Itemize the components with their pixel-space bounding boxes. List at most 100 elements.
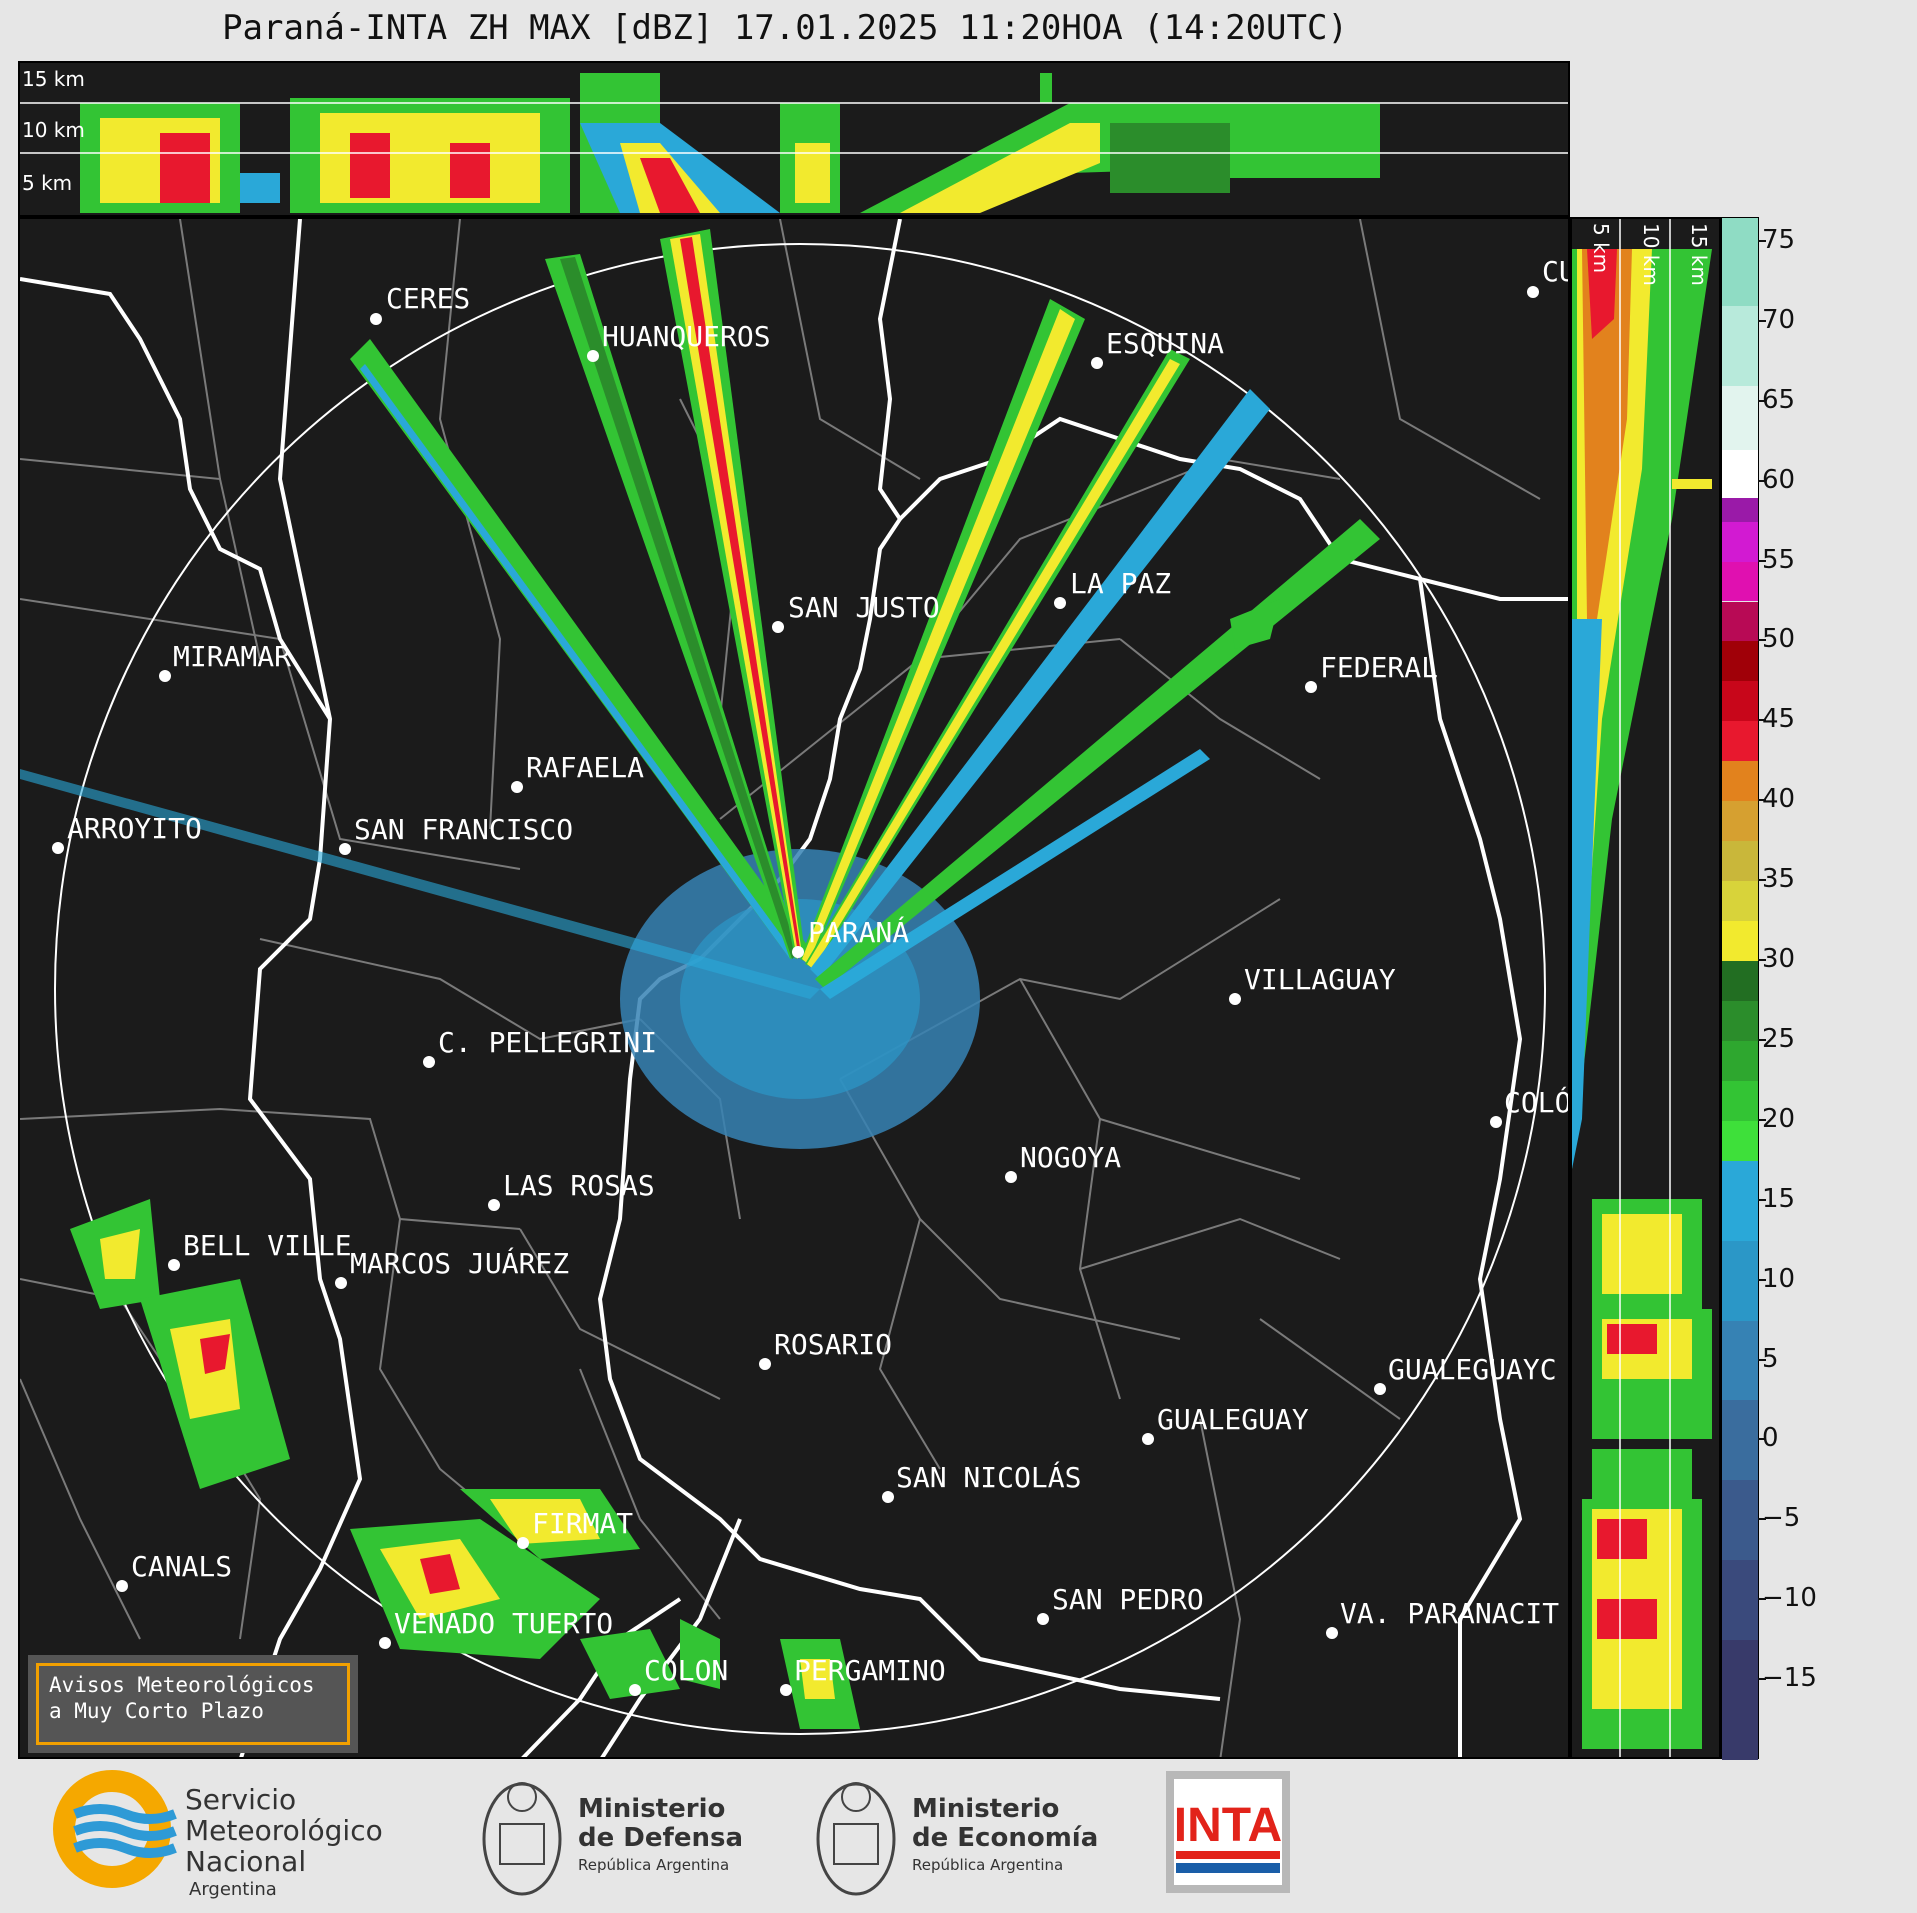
colorbar-tick-label: −5: [1757, 1503, 1801, 1534]
inta-text: INTA: [1174, 1799, 1282, 1852]
colorbar-tick-label: −10: [1758, 1583, 1817, 1614]
warning-line-2: a Muy Corto Plazo: [49, 1699, 264, 1723]
range-ring: [54, 243, 1546, 1735]
colorbar-band: [1722, 305, 1758, 386]
colorbar-tick-label: 60: [1757, 464, 1796, 495]
colorbar-band: [1722, 601, 1758, 642]
colorbar-band: [1722, 641, 1758, 682]
colorbar-band: [1722, 681, 1758, 722]
colorbar: [1721, 217, 1759, 1760]
city-canals: CANALS: [131, 1550, 232, 1583]
colorbar-band: [1722, 1400, 1758, 1481]
warning-line-1: Avisos Meteorológicos: [49, 1673, 315, 1697]
city-san-justo: SAN JUSTO: [788, 591, 940, 624]
colorbar-tick-label: 70: [1757, 304, 1796, 335]
economia-line-1: Ministerio: [912, 1794, 1059, 1824]
city-ceres: CERES: [386, 282, 470, 315]
defensa-logo: Ministerio de Defensa República Argentin…: [482, 1782, 743, 1896]
economia-line-2: de Economía: [912, 1823, 1098, 1853]
city-rafaela: RAFAELA: [526, 751, 644, 784]
colorbar-tick-label: 55: [1757, 544, 1796, 575]
footer-svg: Servicio Meteorológico Nacional Argentin…: [53, 1770, 1290, 1900]
colorbar-band: [1722, 1240, 1758, 1321]
city-las-rosas: LAS ROSAS: [503, 1169, 655, 1202]
colorbar-tick-label: 65: [1757, 384, 1796, 415]
city-bell-ville: BELL VILLE: [183, 1229, 352, 1262]
city-nogoya: NOGOYA: [1020, 1141, 1121, 1174]
radar-map[interactable]: CERES HUANQUEROS ESQUINA CU SAN JUSTO LA…: [18, 217, 1570, 1759]
colorbar-band: [1722, 497, 1758, 522]
radar-echoes: [20, 229, 1380, 1729]
colorbar-tick-label: 45: [1757, 704, 1796, 735]
colorbar-band: [1722, 881, 1758, 922]
colorbar-band: [1722, 721, 1758, 762]
right-alt-label-10: 10 km: [1639, 223, 1663, 286]
colorbar-band: [1722, 1040, 1758, 1081]
economia-logo: Ministerio de Economía República Argenti…: [816, 1782, 1098, 1896]
top-alt-label-5: 5 km: [22, 171, 72, 195]
colorbar-band: [1722, 1640, 1758, 1760]
city-firmat: FIRMAT: [532, 1507, 633, 1540]
right-profile-svg: 5 km 10 km 15 km: [1572, 219, 1712, 1757]
warning-box[interactable]: Avisos Meteorológicos a Muy Corto Plazo: [28, 1655, 358, 1753]
colorbar-tick-label: −15: [1758, 1663, 1817, 1694]
department-boundaries: [20, 219, 1541, 1757]
smn-logo: Servicio Meteorológico Nacional Argentin…: [53, 1770, 383, 1900]
colorbar-band: [1722, 921, 1758, 962]
smn-line-1: Servicio: [185, 1783, 296, 1816]
colorbar-band: [1722, 1080, 1758, 1121]
city-gualeguayc: GUALEGUAYC: [1388, 1353, 1557, 1386]
colorbar-tick-label: 20: [1757, 1103, 1796, 1134]
colorbar-tick-label: 35: [1757, 864, 1796, 895]
city-san-nicolas: SAN NICOLÁS: [896, 1460, 1081, 1494]
city-miramar: MIRAMAR: [173, 640, 291, 673]
city-san-pedro: SAN PEDRO: [1052, 1583, 1204, 1616]
colorbar-band: [1722, 561, 1758, 602]
colorbar-band: [1722, 1120, 1758, 1161]
city-rosario: ROSARIO: [774, 1328, 892, 1361]
city-colon: COLON: [644, 1654, 728, 1687]
right-vertical-profile: 5 km 10 km 15 km: [1570, 217, 1721, 1759]
colorbar-tick-label: 40: [1757, 784, 1796, 815]
colorbar-band: [1722, 521, 1758, 562]
colorbar-band: [1722, 761, 1758, 802]
colorbar-tick-label: 0: [1758, 1423, 1779, 1454]
colorbar-band: [1722, 801, 1758, 842]
colorbar-band: [1722, 1000, 1758, 1041]
warning-box-inner: Avisos Meteorológicos a Muy Corto Plazo: [36, 1663, 350, 1745]
colorbar-band: [1722, 449, 1758, 498]
city-huanqueros: HUANQUEROS: [602, 320, 771, 353]
inta-logo: INTA: [1166, 1771, 1290, 1893]
top-vertical-profile: 15 km 10 km 5 km: [18, 61, 1570, 217]
colorbar-tick-label: 30: [1757, 944, 1796, 975]
top-profile-svg: 15 km 10 km 5 km: [20, 67, 1568, 213]
colorbar-tick-label: 10: [1757, 1263, 1796, 1294]
colorbar-band: [1722, 1160, 1758, 1241]
city-arroyito: ARROYITO: [67, 812, 202, 845]
defensa-line-2: de Defensa: [578, 1823, 743, 1853]
city-cu: CU: [1542, 255, 1570, 288]
right-alt-label-5: 5 km: [1589, 223, 1613, 273]
colorbar-band: [1722, 385, 1758, 450]
top-alt-label-10: 10 km: [22, 118, 85, 142]
city-san-francisco: SAN FRANCISCO: [354, 813, 573, 846]
page-title: Paraná-INTA ZH MAX [dBZ] 17.01.2025 11:2…: [222, 8, 1348, 48]
city-markers: [52, 286, 1539, 1696]
city-venado-tuerto: VENADO TUERTO: [394, 1607, 613, 1640]
smn-line-3: Nacional: [185, 1845, 306, 1878]
colorbar-tick-label: 5: [1758, 1343, 1779, 1374]
smn-line-4: Argentina: [189, 1879, 277, 1900]
economia-line-3: República Argentina: [912, 1856, 1063, 1874]
radar-map-svg: CERES HUANQUEROS ESQUINA CU SAN JUSTO LA…: [20, 219, 1570, 1757]
footer-logos: Servicio Meteorológico Nacional Argentin…: [0, 1759, 1917, 1909]
city-gualeguay: GUALEGUAY: [1157, 1403, 1309, 1436]
colorbar-band: [1722, 1320, 1758, 1401]
defensa-line-1: Ministerio: [578, 1794, 725, 1824]
colorbar-tick-label: 75: [1757, 224, 1796, 255]
colorbar-band: [1722, 1480, 1758, 1561]
colorbar-tick-label: 15: [1757, 1183, 1796, 1214]
colorbar-band: [1722, 961, 1758, 1001]
colorbar-band: [1722, 841, 1758, 882]
city-esquina: ESQUINA: [1106, 327, 1224, 360]
colorbar-tick-label: 25: [1757, 1023, 1796, 1054]
